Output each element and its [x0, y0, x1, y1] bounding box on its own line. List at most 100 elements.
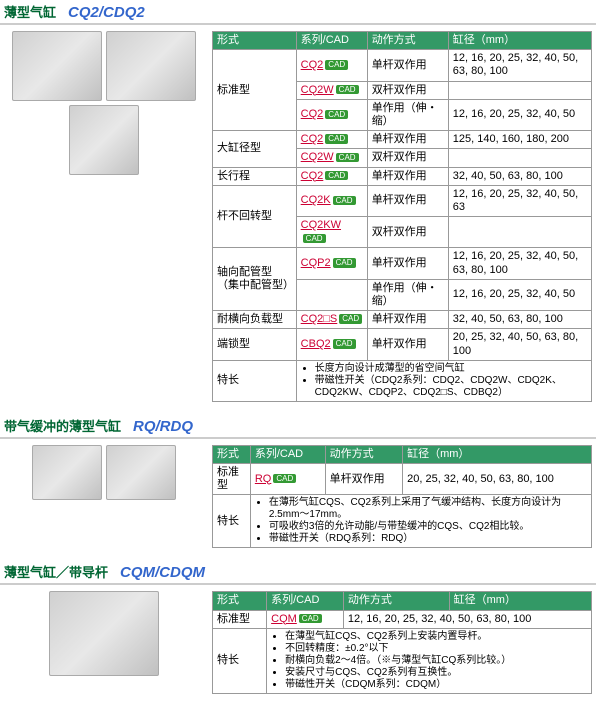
- table-row: 大缸径型CQ2CAD单杆双作用125, 140, 160, 180, 200: [213, 131, 592, 149]
- image-row: [4, 31, 204, 175]
- cad-icon[interactable]: CAD: [333, 196, 356, 206]
- feature-item: 带磁性开关（CDQ2系列：CDQ2、CDQ2W、CDQ2K、CDQ2KW、CDQ…: [315, 375, 587, 399]
- cad-icon[interactable]: CAD: [333, 339, 356, 349]
- series-link[interactable]: CQ2: [301, 108, 324, 120]
- spec-table-wrap: 形式系列/CAD动作方式缸径（mm）标准型CQ2CAD单杆双作用12, 16, …: [212, 31, 592, 402]
- series-cell: CQ2WCAD: [296, 81, 367, 99]
- bore-cell: 12, 16, 20, 25, 32, 40, 50, 63, 80, 100: [343, 610, 591, 628]
- cad-icon[interactable]: CAD: [336, 85, 359, 95]
- table-row: 杆不回转型CQ2KCAD单杆双作用12, 16, 20, 25, 32, 40,…: [213, 185, 592, 216]
- series-cell: CQ2KCAD: [296, 185, 367, 216]
- features-label: 特长: [213, 628, 267, 693]
- section-content: 形式系列/CAD动作方式缸径（mm）标准型CQMCAD12, 16, 20, 2…: [0, 587, 596, 697]
- cad-icon[interactable]: CAD: [325, 171, 348, 181]
- series-link[interactable]: CQP2: [301, 257, 331, 269]
- action-cell: 单杆双作用: [367, 185, 448, 216]
- series-link[interactable]: CQ2KW: [301, 219, 341, 231]
- feature-item: 长度方向设计成薄型的省空间气缸: [315, 363, 587, 375]
- series-cell: CBQ2CAD: [296, 329, 367, 360]
- feature-item: 耐横向负载2～4倍。（※与薄型气缸CQ系列比较。）: [285, 655, 587, 667]
- series-link[interactable]: CQ2: [301, 59, 324, 71]
- action-cell: 单杆双作用: [367, 248, 448, 279]
- table-header-row: 形式系列/CAD动作方式缸径（mm）: [213, 32, 592, 50]
- col-header: 缸径（mm）: [403, 445, 592, 463]
- table-row: 标准型 CQMCAD 12, 16, 20, 25, 32, 40, 50, 63,…: [213, 610, 592, 628]
- col-header: 缸径（mm）: [449, 592, 591, 610]
- bore-cell: [448, 217, 591, 248]
- table-head: 形式系列/CAD动作方式缸径（mm）: [213, 592, 592, 610]
- bore-cell: 32, 40, 50, 63, 80, 100: [448, 311, 591, 329]
- table-row: 标准型CQ2CAD单杆双作用12, 16, 20, 25, 32, 40, 50…: [213, 50, 592, 81]
- bore-cell: 12, 16, 20, 25, 32, 40, 50, 63, 80, 100: [448, 50, 591, 81]
- features-row: 特长在薄形气缸CQS、CQ2系列上采用了气缓冲结构、长度方向设计为2.5mm～1…: [213, 495, 592, 548]
- col-header: 形式: [213, 592, 267, 610]
- table-row: 标准型RQCAD单杆双作用20, 25, 32, 40, 50, 63, 80,…: [213, 463, 592, 494]
- series-link[interactable]: RQ: [255, 473, 272, 485]
- action-cell: 双杆双作用: [367, 149, 448, 167]
- product-image: [49, 591, 159, 676]
- table-header-row: 形式系列/CAD动作方式缸径（mm）: [213, 592, 592, 610]
- action-cell: 单杆双作用: [325, 463, 403, 494]
- series-link[interactable]: CQ2W: [301, 84, 334, 96]
- section-title: 带气缓冲的薄型气缸: [4, 416, 121, 435]
- spec-table: 形式系列/CAD动作方式缸径（mm）标准型CQMCAD12, 16, 20, 2…: [212, 591, 592, 693]
- series-cell: CQ2CAD: [296, 167, 367, 185]
- col-header: 动作方式: [343, 592, 449, 610]
- series-link[interactable]: CQ2: [301, 133, 324, 145]
- series-cell: CQP2CAD: [296, 248, 367, 279]
- row-type: 标准型: [213, 610, 267, 628]
- section-content: 形式系列/CAD动作方式缸径（mm）标准型CQ2CAD单杆双作用12, 16, …: [0, 27, 596, 406]
- product-image: [32, 445, 102, 500]
- product-image: [106, 31, 196, 101]
- bore-cell: 125, 140, 160, 180, 200: [448, 131, 591, 149]
- table-body: 标准型CQ2CAD单杆双作用12, 16, 20, 25, 32, 40, 50…: [213, 50, 592, 402]
- series-link[interactable]: CQM: [271, 613, 297, 625]
- cad-icon[interactable]: CAD: [325, 110, 348, 120]
- action-cell: 单杆双作用: [367, 329, 448, 360]
- series-link[interactable]: CQ2K: [301, 194, 331, 206]
- col-header: 形式: [213, 32, 297, 50]
- features-list: 长度方向设计成薄型的省空间气缸带磁性开关（CDQ2系列：CDQ2、CDQ2W、C…: [301, 363, 587, 399]
- bore-cell: 20, 25, 32, 40, 50, 63, 80, 100: [403, 463, 592, 494]
- feature-item: 不回转精度：±0.2°以下: [285, 643, 587, 655]
- section-header: 带气缓冲的薄型气缸 RQ/RDQ: [0, 414, 596, 439]
- bore-cell: 32, 40, 50, 63, 80, 100: [448, 167, 591, 185]
- series-link[interactable]: CQ2□S: [301, 313, 338, 325]
- spec-table-wrap: 形式系列/CAD动作方式缸径（mm）标准型RQCAD单杆双作用20, 25, 3…: [212, 445, 592, 549]
- section-title: 薄型气缸／带导杆: [4, 562, 108, 581]
- section-code: RQ/RDQ: [133, 418, 193, 435]
- cad-icon[interactable]: CAD: [336, 153, 359, 163]
- col-header: 系列/CAD: [250, 445, 325, 463]
- cad-icon[interactable]: CAD: [333, 258, 356, 268]
- series-cell: CQ2CAD: [296, 131, 367, 149]
- cad-icon[interactable]: CAD: [303, 234, 326, 244]
- action-cell: 单杆双作用: [367, 311, 448, 329]
- features-label: 特长: [213, 495, 251, 548]
- series-cell: CQ2□SCAD: [296, 311, 367, 329]
- bore-cell: 20, 25, 32, 40, 50, 63, 80, 100: [448, 329, 591, 360]
- features-label: 特长: [213, 360, 297, 401]
- feature-item: 带磁性开关（RDQ系列：RDQ）: [269, 533, 587, 545]
- col-header: 动作方式: [367, 32, 448, 50]
- series-link[interactable]: CQ2W: [301, 151, 334, 163]
- action-cell: 双杆双作用: [367, 81, 448, 99]
- cad-icon[interactable]: CAD: [325, 60, 348, 70]
- product-image: [106, 445, 176, 500]
- col-header: 系列/CAD: [267, 592, 344, 610]
- col-header: 形式: [213, 445, 251, 463]
- series-link[interactable]: CBQ2: [301, 338, 331, 350]
- bore-cell: [448, 149, 591, 167]
- action-cell: 单作用（伸・缩）: [367, 279, 448, 310]
- section-code: CQM/CDQM: [120, 564, 205, 581]
- features-row: 特长在薄型气缸CQS、CQ2系列上安装内置导杆。不回转精度：±0.2°以下耐横向…: [213, 628, 592, 693]
- cad-icon[interactable]: CAD: [273, 474, 296, 484]
- features-list: 在薄形气缸CQS、CQ2系列上采用了气缓冲结构、长度方向设计为2.5mm～17m…: [255, 497, 587, 545]
- product-images: [4, 31, 204, 402]
- series-link[interactable]: CQ2: [301, 170, 324, 182]
- row-type: 大缸径型: [213, 131, 297, 167]
- cad-icon[interactable]: CAD: [299, 614, 322, 624]
- action-cell: 双杆双作用: [367, 217, 448, 248]
- cad-icon[interactable]: CAD: [339, 314, 362, 324]
- series-cell: CQ2KW CAD: [296, 217, 367, 248]
- cad-icon[interactable]: CAD: [325, 134, 348, 144]
